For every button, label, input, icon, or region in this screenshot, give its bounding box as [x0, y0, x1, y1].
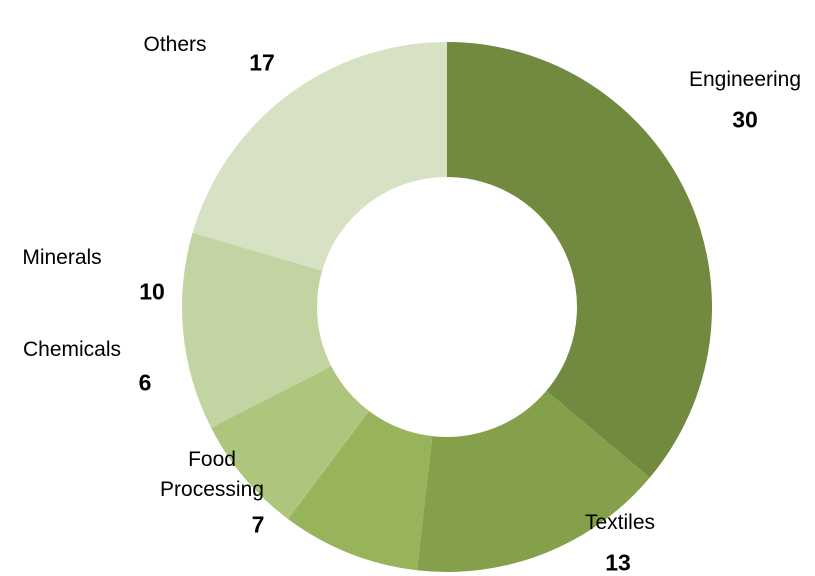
value-label: 6 — [138, 369, 152, 396]
slice-label: Minerals — [22, 246, 102, 269]
value-label: 17 — [249, 49, 275, 76]
slice-label: Engineering — [688, 68, 802, 91]
slice-label: Food Processing — [160, 448, 264, 501]
value-label: 30 — [732, 106, 758, 133]
slice-label: Textiles — [584, 511, 656, 534]
value-label: 13 — [605, 549, 631, 576]
donut-slice — [447, 42, 712, 478]
slice-label: Chemicals — [22, 338, 122, 361]
donut-slice — [288, 411, 433, 571]
slice-label: Others — [143, 33, 207, 56]
donut-slice — [211, 366, 370, 520]
donut-slice — [416, 390, 650, 572]
value-label: 7 — [251, 511, 265, 538]
donut-slice — [192, 42, 447, 271]
value-label: 10 — [139, 278, 165, 305]
donut-slice — [182, 232, 332, 428]
